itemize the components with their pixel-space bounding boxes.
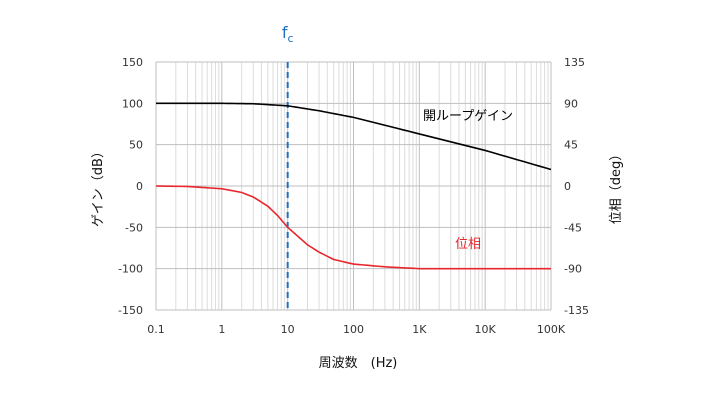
x-tick-label: 10 bbox=[281, 323, 295, 336]
fc-label: fc bbox=[282, 23, 294, 45]
left-tick-labels: 150 100 50 0 -50 -100 -150 bbox=[118, 56, 143, 317]
y-right-tick-label: -45 bbox=[564, 221, 582, 234]
x-tick-label: 100K bbox=[537, 323, 566, 336]
phase-series-label: 位相 bbox=[455, 237, 481, 252]
y-left-tick-label: 0 bbox=[136, 180, 143, 193]
fc-label-sub: c bbox=[287, 32, 293, 45]
gain-curve bbox=[156, 102, 552, 171]
fc-label-f: f bbox=[282, 23, 288, 42]
y-right-tick-label: -135 bbox=[564, 304, 589, 317]
y-right-tick-label: 90 bbox=[564, 97, 578, 110]
y-right-tick-label: -90 bbox=[564, 263, 582, 276]
y-left-tick-label: -50 bbox=[125, 221, 143, 234]
x-tick-label: 100 bbox=[343, 323, 364, 336]
x-tick-label: 1 bbox=[218, 323, 225, 336]
y-left-tick-label: -150 bbox=[118, 304, 143, 317]
y-right-tick-label: 45 bbox=[564, 139, 578, 152]
series-lines bbox=[155, 102, 552, 270]
x-tick-label: 1K bbox=[412, 323, 427, 336]
y-left-tick-label: -100 bbox=[118, 263, 143, 276]
y-left-tick-label: 150 bbox=[122, 56, 143, 69]
y-right-axis-title: 位相（deg） bbox=[609, 148, 624, 225]
x-tick-label: 0.1 bbox=[147, 323, 165, 336]
phase-curve bbox=[155, 185, 551, 270]
x-tick-label: 10K bbox=[475, 323, 497, 336]
y-right-tick-label: 0 bbox=[564, 180, 571, 193]
y-left-tick-label: 50 bbox=[129, 139, 143, 152]
gain-series-label: 開ループゲイン bbox=[423, 109, 513, 124]
y-left-tick-label: 100 bbox=[122, 97, 143, 110]
x-axis-title: 周波数 (Hz) bbox=[319, 356, 398, 371]
y-right-tick-label: 135 bbox=[564, 56, 585, 69]
x-tick-labels: 0.1 1 10 100 1K 10K 100K bbox=[147, 323, 566, 336]
y-left-axis-title: ゲイン（dB） bbox=[91, 145, 106, 227]
fc-marker: fc bbox=[282, 23, 294, 310]
right-tick-labels: 135 90 45 0 -45 -90 -135 bbox=[564, 56, 589, 317]
